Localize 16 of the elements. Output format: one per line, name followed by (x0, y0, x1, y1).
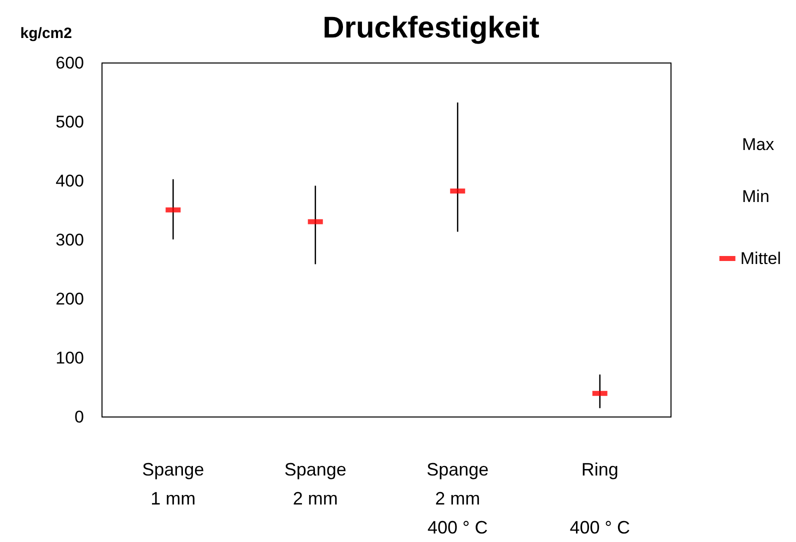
text: Min (742, 187, 770, 206)
text: Max (742, 135, 775, 154)
x-tick-label: Spange 1 mm (142, 460, 204, 508)
y-tick-label: 400 (56, 172, 84, 190)
legend-label: Mittel (740, 249, 782, 268)
x-tick-label: Spange 2 mm (284, 460, 346, 508)
x-tick-label: Spange 2 mm 400 ° C (426, 460, 489, 538)
y-tick-label: 200 (56, 290, 84, 308)
category-label: Ring 400 ° C (570, 460, 630, 538)
y-tick-label: 500 (56, 112, 84, 132)
y-tick-label: 600 (56, 54, 84, 72)
y-tick-label: 300 (56, 230, 84, 250)
chart-title: Druckfestigkeit (322, 12, 540, 44)
y-axis-title: kg/cm2 (20, 25, 72, 42)
y-tick-label: 100 (56, 348, 84, 368)
y-tick-label: 0 (74, 408, 84, 426)
